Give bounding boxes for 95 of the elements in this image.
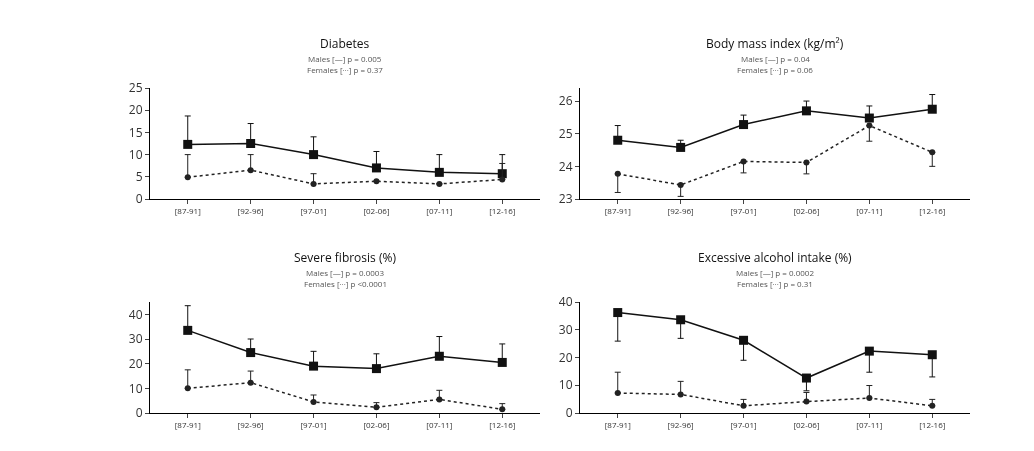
y-tick-label: 23 [558, 190, 573, 208]
chart-title: Severe fibrosis (%) [294, 249, 397, 266]
point [739, 120, 749, 130]
x-tick-label: [12-16] [919, 418, 946, 430]
x-tick-label: [87-91] [604, 418, 631, 430]
point [801, 373, 811, 383]
chart-subtitle: Males [—] p = 0.005 Females [···] p = 0.37 [307, 53, 384, 75]
y-tick-label: 10 [128, 145, 143, 163]
point [310, 398, 317, 405]
point [247, 379, 254, 386]
x-tick-label: [97-01] [730, 418, 757, 430]
x-tick-label: [07-11] [856, 418, 883, 430]
x-tick-label: [12-16] [489, 418, 516, 430]
y-tick-label: 20 [128, 354, 143, 372]
point [613, 135, 623, 145]
point [929, 402, 936, 409]
x-tick-label: [92-96] [237, 204, 264, 216]
y-tick-label: 30 [558, 320, 573, 338]
point [310, 180, 317, 187]
point [739, 335, 749, 345]
point [927, 350, 937, 360]
y-tick-label: 0 [135, 190, 143, 208]
y-tick-label: 10 [128, 379, 143, 397]
y-tick-label: 10 [558, 376, 573, 394]
y-tick-label: 24 [558, 157, 573, 175]
chart-title: Excessive alcohol intake (%) [698, 249, 853, 266]
chart-title: Body mass index (kg/m²) [706, 35, 844, 52]
point [184, 385, 191, 392]
x-tick-label: [97-01] [730, 204, 757, 216]
x-tick-label: [87-91] [174, 418, 201, 430]
x-tick-label: [02-06] [363, 204, 390, 216]
x-tick-label: [92-96] [667, 418, 694, 430]
x-tick-label: [92-96] [237, 418, 264, 430]
y-tick-label: 26 [558, 92, 573, 110]
point [614, 170, 621, 177]
point [803, 398, 810, 405]
x-tick-label: [87-91] [604, 204, 631, 216]
x-tick-label: [02-06] [793, 204, 820, 216]
point [740, 402, 747, 409]
y-tick-label: 15 [128, 123, 143, 141]
chart-subtitle: Males [—] p = 0.0003 Females [···] p <0.0001 [304, 267, 388, 289]
point [246, 139, 256, 148]
x-tick-label: [92-96] [667, 204, 694, 216]
x-tick-label: [12-16] [489, 204, 516, 216]
point [927, 104, 937, 114]
point [184, 174, 191, 181]
point [677, 181, 684, 188]
x-tick-label: [02-06] [363, 418, 390, 430]
x-tick-label: [02-06] [793, 418, 820, 430]
point [434, 351, 444, 361]
x-tick-label: [07-11] [426, 418, 453, 430]
x-tick-label: [97-01] [300, 204, 327, 216]
point [866, 395, 873, 402]
point [676, 142, 686, 152]
y-tick-label: 40 [128, 305, 143, 323]
y-tick-label: 40 [558, 293, 573, 311]
point [614, 390, 621, 397]
point [499, 176, 506, 183]
point [929, 149, 936, 156]
point [740, 158, 747, 165]
point [247, 167, 254, 174]
x-tick-label: [87-91] [174, 204, 201, 216]
point [371, 163, 381, 173]
y-tick-label: 30 [128, 330, 143, 348]
chart-subtitle: Males [—] p = 0.0002 Females [···] p = 0.31 [736, 267, 815, 289]
point [676, 315, 686, 325]
point [801, 106, 811, 116]
point [677, 391, 684, 398]
y-tick-label: 20 [558, 348, 573, 366]
point [434, 167, 444, 177]
chart-title: Diabetes [320, 35, 370, 52]
chart-subtitle: Males [—] p = 0.04 Females [···] p = 0.06 [737, 53, 814, 75]
x-tick-label: [07-11] [426, 204, 453, 216]
x-tick-label: [07-11] [856, 204, 883, 216]
point [309, 150, 319, 160]
point [309, 361, 319, 371]
point [371, 364, 381, 374]
point [864, 113, 874, 123]
point [183, 325, 193, 335]
y-tick-label: 0 [135, 404, 143, 422]
y-tick-label: 0 [565, 404, 573, 422]
y-tick-label: 20 [128, 101, 143, 119]
point [183, 139, 193, 149]
point [613, 308, 623, 318]
x-tick-label: [12-16] [919, 204, 946, 216]
x-tick-label: [97-01] [300, 418, 327, 430]
point [497, 357, 507, 367]
y-tick-label: 25 [128, 79, 143, 97]
y-tick-label: 25 [558, 124, 573, 142]
point [866, 122, 873, 129]
point [246, 348, 256, 358]
point [864, 346, 874, 356]
point [436, 396, 443, 403]
point [803, 159, 810, 166]
y-tick-label: 5 [135, 168, 143, 185]
